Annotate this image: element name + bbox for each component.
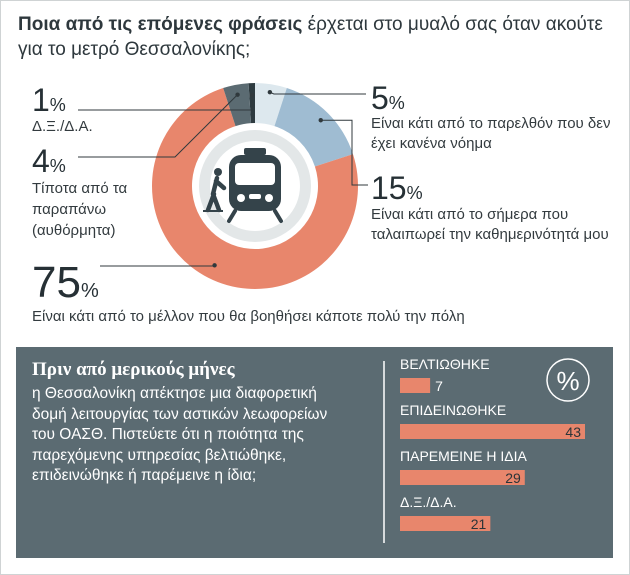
bus-bar-chart: % ΒΕΛΤΙΩΘΗΚΕ 7 ΕΠΙΔΕΙΝΩΘΗΚΕ 43 ΠΑΡΕΜΕΙΝΕ Η Ι… — [383, 356, 590, 543]
pct-future-symbol: % — [80, 280, 99, 302]
pct-dk-symbol: % — [49, 95, 66, 115]
train-legs — [227, 209, 283, 223]
pct-past-value: 5 — [371, 80, 389, 116]
bar-3 — [400, 516, 491, 531]
bar-value-0: 7 — [435, 378, 443, 394]
leader-dot-nothing — [235, 92, 240, 97]
pct-nothing-value: 4 — [32, 143, 50, 179]
label-today: Είναι κάτι από το σήμερα που ταλαιπωρεί … — [371, 206, 609, 243]
donut-chart — [78, 83, 368, 289]
bar-1 — [400, 424, 585, 439]
leader-today — [320, 119, 368, 186]
pct-nothing-symbol: % — [49, 156, 66, 176]
bar-group: ΒΕΛΤΙΩΘΗΚΕ 7 ΕΠΙΔΕΙΝΩΘΗΚΕ 43 ΠΑΡΕΜΕΙΝΕ Η ΙΔΙ… — [400, 356, 585, 532]
slice-nothing — [223, 83, 252, 127]
question-heading: Ποια από τις επόμενες φράσεις έρχεται στ… — [18, 12, 618, 62]
bus-survey-question: η Θεσσαλονίκη απέκτησε μια διαφορετική δ… — [32, 385, 328, 484]
train-windshield — [235, 163, 275, 185]
percent-badge-ring — [546, 358, 590, 402]
slice-future — [152, 88, 358, 289]
metro-train-icon — [203, 148, 283, 223]
bar-category-3: Δ.Ξ./Δ.Α. — [400, 494, 457, 510]
label-nothing: Τίποτα από τα παραπάνω (αυθόρμητα) — [32, 180, 128, 239]
leader-dot-past — [267, 89, 273, 95]
bar-category-0: ΒΕΛΤΙΩΘΗΚΕ — [400, 356, 490, 372]
question-bold: Ποια από τις επόμενες φράσεις — [18, 14, 303, 35]
train-headlight-right — [265, 194, 273, 202]
train-pantograph — [244, 148, 266, 155]
bar-0 — [400, 378, 431, 393]
pct-today-value: 15 — [371, 170, 407, 206]
leader-nothing — [78, 94, 238, 158]
bar-value-1: 43 — [565, 424, 581, 440]
pct-past: 5% — [371, 82, 405, 114]
pct-today-symbol: % — [406, 183, 423, 203]
leader-dot-dk — [249, 92, 255, 98]
leader-lines — [78, 89, 368, 268]
donut-center — [199, 130, 311, 242]
person-head — [214, 168, 222, 176]
label-past: Είναι κάτι από το παρελθόν που δεν έχει … — [371, 115, 611, 152]
pct-nothing: 4% — [32, 145, 66, 177]
pct-future: 75% — [32, 261, 99, 305]
pct-today: 15% — [371, 172, 423, 204]
pct-past-symbol: % — [388, 93, 405, 113]
leader-dot-today — [318, 118, 323, 123]
percent-badge: % — [546, 358, 590, 402]
leader-dk — [78, 95, 253, 111]
label-dk: Δ.Ξ./Δ.Α. — [32, 118, 93, 135]
question-rest: έρχεται στο μυαλό σας όταν ακούτε για το… — [18, 14, 603, 60]
bus-survey-panel: Πριν από μερικούς μήνες η Θεσσαλονίκη απ… — [16, 347, 613, 558]
bus-survey-title: Πριν από μερικούς μήνες — [32, 359, 235, 380]
pct-dk: 1% — [32, 84, 66, 116]
pct-dk-value: 1 — [32, 82, 50, 118]
pct-future-value: 75 — [32, 258, 81, 307]
bar-category-1: ΕΠΙΔΕΙΝΩΘΗΚΕ — [400, 402, 506, 418]
train-grille — [249, 194, 261, 199]
train-headlight-left — [237, 194, 245, 202]
bar-value-2: 29 — [505, 470, 521, 486]
slice-today — [274, 88, 353, 167]
bar-value-3: 21 — [471, 516, 487, 532]
percent-badge-symbol: % — [556, 366, 579, 396]
label-future: Είναι κάτι από το μέλλον που θα βοηθήσει… — [32, 308, 465, 325]
leader-dot-future — [212, 263, 217, 268]
bar-2 — [400, 470, 525, 485]
bar-category-2: ΠΑΡΕΜΕΙΝΕ Η ΙΔΙΑ — [400, 448, 527, 464]
person-body — [205, 175, 227, 213]
